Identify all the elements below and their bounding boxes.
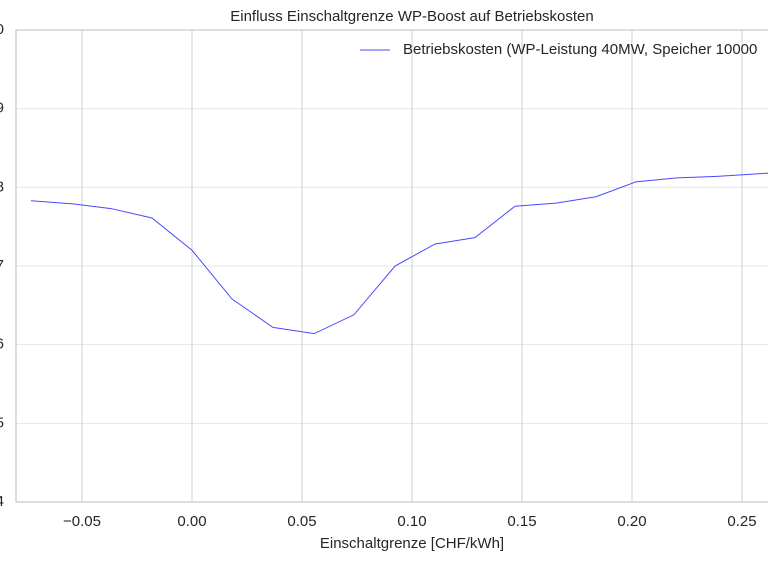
x-tick-label: 0.25 <box>727 513 756 530</box>
y-tick-label: 4 <box>0 493 4 510</box>
y-tick-label: 7 <box>0 257 4 274</box>
legend-label: Betriebskosten (WP-Leistung 40MW, Speich… <box>403 41 757 58</box>
y-tick-label: 6 <box>0 336 4 353</box>
data-line <box>30 172 768 335</box>
x-tick-label: −0.05 <box>63 513 101 530</box>
chart-title: Einfluss Einschaltgrenze WP-Boost auf Be… <box>230 8 594 25</box>
y-tick-label: 8 <box>0 178 4 195</box>
y-tick-label: 5 <box>0 414 4 431</box>
y-tick-label: 9 <box>0 100 4 117</box>
x-tick-label: 0.10 <box>397 513 426 530</box>
x-tick-label: 0.20 <box>617 513 646 530</box>
y-tick-label: 10 <box>0 21 4 38</box>
x-tick-label: 0.05 <box>287 513 316 530</box>
x-tick-label: 0.15 <box>507 513 536 530</box>
x-tick-label: 0.00 <box>177 513 206 530</box>
x-axis-label: Einschaltgrenze [CHF/kWh] <box>320 535 504 552</box>
plot-frame <box>15 29 768 503</box>
